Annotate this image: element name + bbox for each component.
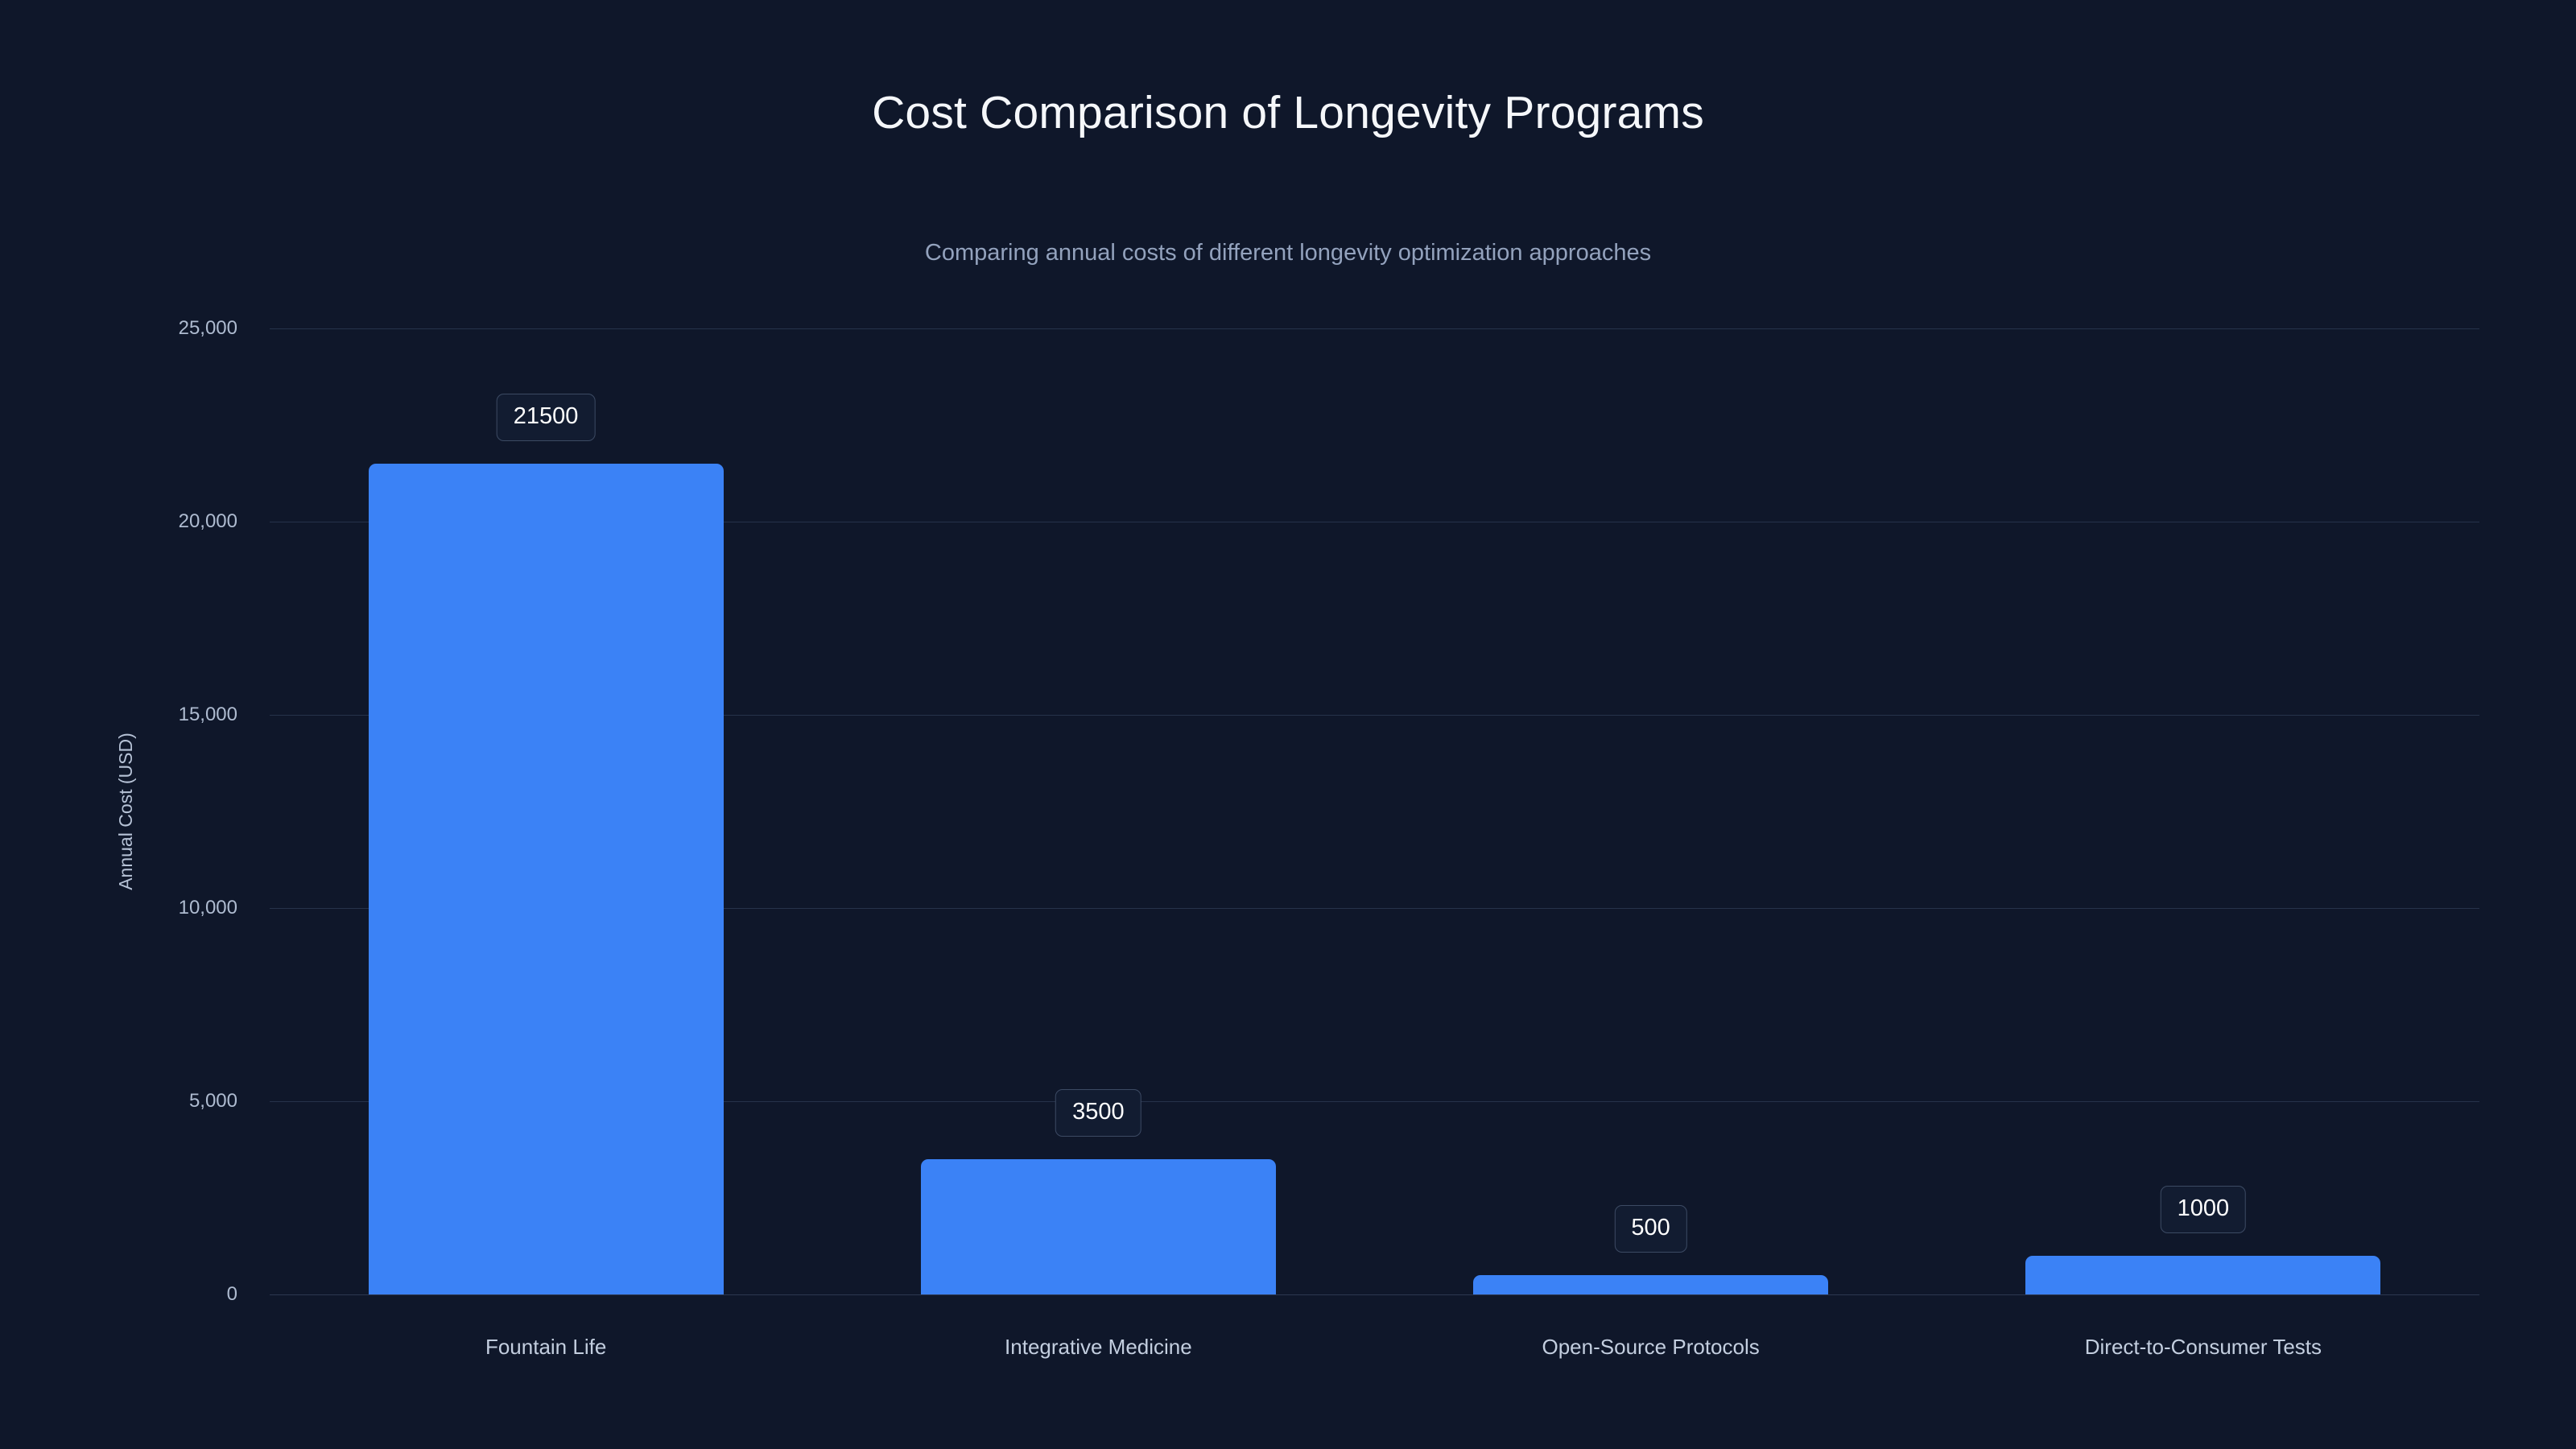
y-axis-label: Annual Cost (USD) [115, 733, 136, 890]
gridline [270, 328, 2479, 329]
x-axis-tick-label: Fountain Life [485, 1335, 607, 1359]
bar[interactable] [1473, 1275, 1829, 1294]
bar-value-label: 21500 [496, 394, 596, 441]
x-axis-tick-label: Integrative Medicine [1005, 1335, 1192, 1359]
y-axis-tick-label: 20,000 [178, 510, 237, 532]
gridline [270, 908, 2479, 909]
gridline [270, 715, 2479, 716]
bar-value-label: 3500 [1055, 1089, 1141, 1137]
gridline [270, 1101, 2479, 1102]
bar-value-label: 500 [1614, 1205, 1687, 1253]
x-axis-tick-label: Direct-to-Consumer Tests [2084, 1335, 2322, 1359]
bar[interactable] [920, 1159, 1276, 1294]
bar[interactable] [2025, 1256, 2381, 1294]
y-axis-tick-label: 15,000 [178, 704, 237, 725]
bar-value-label: 1000 [2160, 1186, 2247, 1233]
y-axis-tick-label: 0 [226, 1283, 237, 1305]
y-axis-tick-label: 10,000 [178, 897, 237, 919]
gridline [270, 1294, 2479, 1295]
y-axis-tick-label: 5,000 [188, 1090, 237, 1112]
x-axis-tick-label: Open-Source Protocols [1542, 1335, 1760, 1359]
plot-area [270, 328, 2479, 1295]
chart-title: Cost Comparison of Longevity Programs [872, 87, 1704, 138]
chart-subtitle: Comparing annual costs of different long… [924, 240, 1652, 266]
bar[interactable] [368, 464, 724, 1294]
y-axis-tick-label: 25,000 [178, 317, 237, 339]
